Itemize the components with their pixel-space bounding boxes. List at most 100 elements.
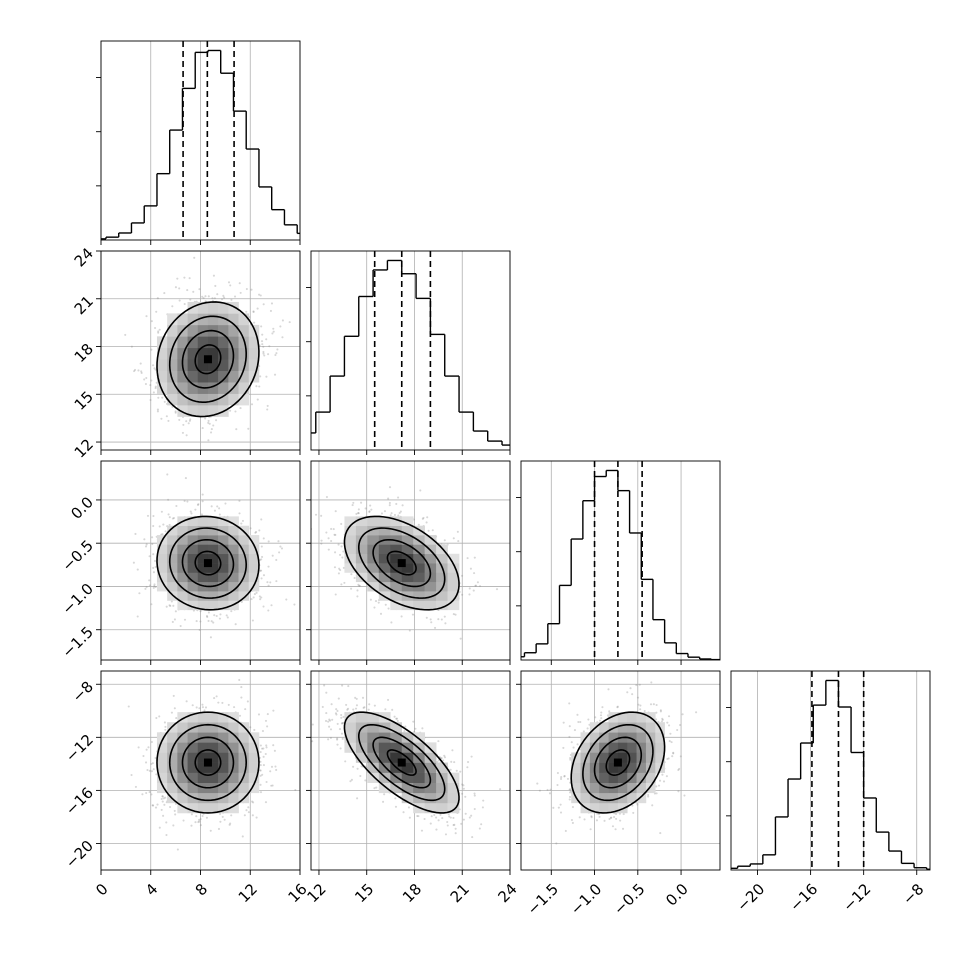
density-bin xyxy=(207,525,219,536)
density-bin xyxy=(197,600,209,611)
histogram-panel-3 xyxy=(726,670,931,875)
scatter-point xyxy=(270,604,273,607)
scatter-point xyxy=(379,612,383,615)
scatter-point xyxy=(210,505,213,508)
scatter-point xyxy=(154,385,157,388)
scatter-point xyxy=(229,822,232,825)
density-bin xyxy=(367,581,380,592)
scatter-point xyxy=(274,765,277,768)
scatter-point xyxy=(198,707,201,710)
scatter-point xyxy=(154,565,157,569)
scatter-point xyxy=(218,507,221,510)
scatter-point xyxy=(258,595,261,598)
contour-level-0 xyxy=(194,344,222,375)
density-bin xyxy=(355,544,368,555)
scatter-point xyxy=(387,607,390,610)
scatter-point xyxy=(373,606,376,609)
scatter-point xyxy=(267,540,270,543)
scatter-point xyxy=(269,581,272,584)
contour-level-1 xyxy=(181,329,235,389)
scatter-point xyxy=(170,711,173,714)
scatter-point xyxy=(170,600,173,603)
scatter-point xyxy=(137,369,140,372)
scatter-point xyxy=(260,577,263,580)
scatter-point xyxy=(288,321,291,324)
scatter-point xyxy=(153,559,157,563)
scatter-point xyxy=(358,584,361,587)
scatter-point xyxy=(259,598,262,601)
density-bin xyxy=(238,544,250,555)
scatter-point xyxy=(246,700,249,703)
density-bin xyxy=(177,382,188,394)
scatter-point xyxy=(339,569,342,572)
scatter-point xyxy=(155,716,158,720)
scatter-point xyxy=(456,530,459,533)
scatter-point xyxy=(145,315,148,318)
scatter-point xyxy=(258,385,261,388)
scatter-point xyxy=(250,598,253,601)
scatter-point xyxy=(189,418,192,421)
scatter-point xyxy=(276,348,279,351)
scatter-point xyxy=(162,523,165,526)
scatter-point xyxy=(174,411,177,414)
scatter-point xyxy=(223,296,226,299)
scatter-point xyxy=(390,512,393,515)
density-bin xyxy=(401,516,414,527)
scatter-point xyxy=(234,623,237,626)
density-peak xyxy=(203,355,212,364)
scatter-point xyxy=(213,297,216,300)
scatter-point xyxy=(356,595,359,598)
scatter-point xyxy=(154,806,158,809)
scatter-point xyxy=(188,419,191,422)
scatter-point xyxy=(205,614,209,618)
scatter-point xyxy=(198,820,201,823)
scatter-point xyxy=(190,824,193,827)
scatter-point xyxy=(238,499,241,502)
scatter-point xyxy=(275,580,278,583)
density-bin xyxy=(167,382,178,394)
scatter-point xyxy=(209,829,212,832)
scatter-point xyxy=(474,584,477,587)
contour-level-2 xyxy=(168,527,248,599)
density-bin xyxy=(156,382,168,394)
density-bin xyxy=(187,581,199,592)
density-bin xyxy=(218,581,229,592)
density-bin xyxy=(197,544,209,555)
density-bin xyxy=(187,359,199,372)
scatter-point xyxy=(369,504,372,507)
density-bin xyxy=(344,516,357,527)
scatter-point xyxy=(275,352,278,355)
scatter-point xyxy=(152,515,155,518)
density-bin xyxy=(187,553,199,564)
density-bin xyxy=(177,535,188,545)
density-bin xyxy=(238,581,250,592)
scatter-point xyxy=(144,382,147,386)
scatter-point xyxy=(176,848,179,851)
density-bin xyxy=(413,600,425,611)
scatter-point xyxy=(136,615,139,618)
scatter-point xyxy=(207,439,210,442)
scatter-point xyxy=(261,747,264,750)
density-bin xyxy=(207,563,219,573)
scatter-point xyxy=(320,542,323,545)
density-bin xyxy=(197,553,209,564)
density-bin xyxy=(207,382,219,394)
scatter-point xyxy=(141,793,144,796)
scatter-point xyxy=(260,340,264,343)
scatter-point xyxy=(260,596,263,599)
density-bin xyxy=(344,544,357,555)
scatter-point xyxy=(357,508,360,511)
density-bin xyxy=(156,553,168,564)
density-bin xyxy=(344,535,357,545)
density-bin xyxy=(238,563,250,573)
scatter-point xyxy=(275,558,278,562)
scatter-point xyxy=(183,276,186,279)
scatter-point xyxy=(327,548,330,551)
scatter-point xyxy=(259,774,262,777)
density-bin xyxy=(197,313,209,326)
density-bin xyxy=(207,516,219,527)
density-bin xyxy=(207,544,219,555)
scatter-point xyxy=(229,284,232,287)
scatter-point xyxy=(124,333,127,336)
density-bin xyxy=(248,553,260,564)
